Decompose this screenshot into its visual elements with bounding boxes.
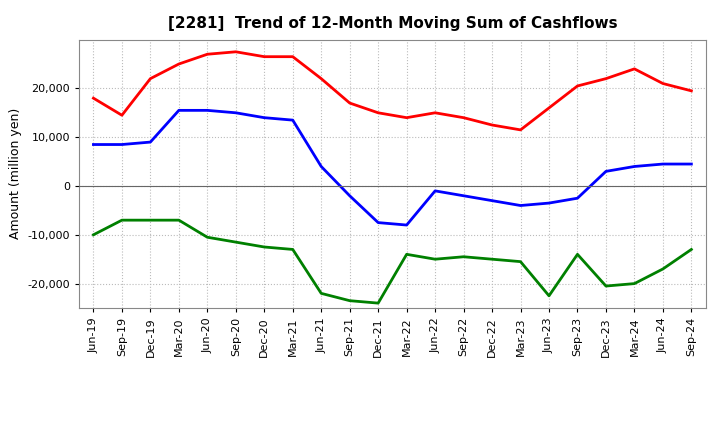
Investing Cashflow [260,244,269,249]
Operating Cashflow [545,105,554,110]
Investing Cashflow [146,217,155,223]
Operating Cashflow [602,76,611,81]
Operating Cashflow [459,115,468,120]
Free Cashflow [459,193,468,198]
Operating Cashflow [146,76,155,81]
Free Cashflow [289,117,297,123]
Free Cashflow [545,201,554,206]
Investing Cashflow [630,281,639,286]
Operating Cashflow [346,100,354,106]
Investing Cashflow [545,293,554,298]
Operating Cashflow [402,115,411,120]
Free Cashflow [117,142,126,147]
Operating Cashflow [260,54,269,59]
Free Cashflow [402,222,411,227]
Free Cashflow [630,164,639,169]
Investing Cashflow [573,252,582,257]
Free Cashflow [516,203,525,208]
Operating Cashflow [516,127,525,132]
Line: Free Cashflow: Free Cashflow [94,110,691,225]
Free Cashflow [431,188,439,194]
Operating Cashflow [573,83,582,88]
Operating Cashflow [659,81,667,86]
Investing Cashflow [602,283,611,289]
Operating Cashflow [487,122,496,128]
Operating Cashflow [431,110,439,115]
Free Cashflow [687,161,696,167]
Investing Cashflow [317,291,325,296]
Operating Cashflow [117,113,126,118]
Investing Cashflow [459,254,468,260]
Operating Cashflow [203,51,212,57]
Free Cashflow [346,193,354,198]
Free Cashflow [374,220,382,225]
Free Cashflow [659,161,667,167]
Free Cashflow [174,108,183,113]
Free Cashflow [602,169,611,174]
Operating Cashflow [687,88,696,93]
Investing Cashflow [346,298,354,303]
Investing Cashflow [374,301,382,306]
Investing Cashflow [516,259,525,264]
Free Cashflow [232,110,240,115]
Investing Cashflow [89,232,98,238]
Title: [2281]  Trend of 12-Month Moving Sum of Cashflows: [2281] Trend of 12-Month Moving Sum of C… [168,16,617,32]
Investing Cashflow [289,247,297,252]
Investing Cashflow [117,217,126,223]
Operating Cashflow [289,54,297,59]
Y-axis label: Amount (million yen): Amount (million yen) [9,108,22,239]
Free Cashflow [573,195,582,201]
Free Cashflow [146,139,155,145]
Investing Cashflow [659,266,667,271]
Operating Cashflow [317,76,325,81]
Investing Cashflow [431,257,439,262]
Investing Cashflow [487,257,496,262]
Investing Cashflow [174,217,183,223]
Operating Cashflow [89,95,98,101]
Free Cashflow [260,115,269,120]
Operating Cashflow [630,66,639,72]
Investing Cashflow [687,247,696,252]
Free Cashflow [317,164,325,169]
Operating Cashflow [174,61,183,66]
Free Cashflow [89,142,98,147]
Investing Cashflow [402,252,411,257]
Investing Cashflow [203,235,212,240]
Investing Cashflow [232,239,240,245]
Line: Operating Cashflow: Operating Cashflow [94,52,691,130]
Operating Cashflow [374,110,382,115]
Operating Cashflow [232,49,240,55]
Line: Investing Cashflow: Investing Cashflow [94,220,691,303]
Free Cashflow [203,108,212,113]
Free Cashflow [487,198,496,203]
